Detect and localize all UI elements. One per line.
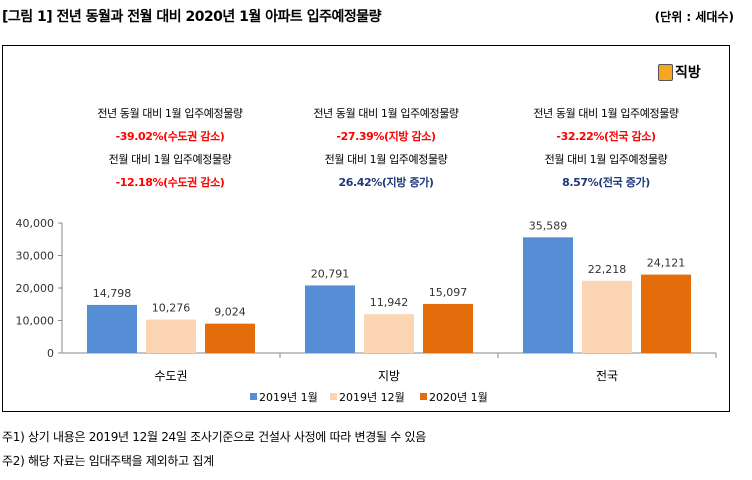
yoy-value: -27.39%(지방 감소) (336, 130, 436, 143)
annotation-sudogwon: 전년 동월 대비 1월 입주예정물량 -39.02%(수도권 감소) 전월 대비… (60, 108, 280, 200)
legend-label: 2019년 12월 (339, 391, 405, 404)
category-label: 수도권 (154, 369, 187, 383)
yoy-value: -39.02%(수도권 감소) (115, 130, 225, 143)
annotation-jibang: 전년 동월 대비 1월 입주예정물량 -27.39%(지방 감소) 전월 대비 … (276, 108, 496, 200)
footnote-1: 주1) 상기 내용은 2019년 12월 24일 조사기준으로 건설사 사정에 … (2, 430, 427, 444)
y-tick-label: 40,000 (16, 217, 55, 230)
bar (364, 314, 414, 353)
yoy-value: -32.22%(전국 감소) (556, 130, 656, 143)
footnote-2: 주2) 해당 자료는 임대주택을 제외하고 집계 (2, 454, 214, 468)
chart-frame (2, 45, 730, 412)
mom-value: -12.18%(수도권 감소) (115, 176, 225, 189)
y-tick-label: 10,000 (16, 315, 55, 328)
bar (523, 237, 573, 353)
data-label: 35,589 (529, 219, 568, 232)
data-label: 15,097 (429, 286, 468, 299)
logo: 직방 (658, 62, 701, 82)
yoy-label: 전년 동월 대비 1월 입주예정물량 (97, 107, 243, 120)
data-label: 22,218 (588, 263, 627, 276)
data-label: 10,276 (152, 302, 191, 315)
bar (146, 319, 196, 353)
data-label: 14,798 (93, 287, 132, 300)
y-tick-label: 20,000 (16, 282, 55, 295)
bar (641, 274, 691, 353)
mom-label: 전월 대비 1월 입주예정물량 (324, 153, 448, 166)
bar (305, 285, 355, 353)
mom-value: 26.42%(지방 증가) (338, 176, 434, 189)
figure-title: [그림 1] 전년 동월과 전월 대비 2020년 1월 아파트 입주예정물량 (2, 9, 381, 25)
data-label: 11,942 (370, 296, 409, 309)
data-label: 24,121 (647, 257, 686, 270)
legend-label: 2019년 1월 (259, 391, 318, 404)
y-tick-label: 0 (47, 347, 54, 360)
legend-swatch (250, 393, 257, 400)
data-label: 9,024 (214, 306, 246, 319)
mom-value: 8.57%(전국 증가) (562, 176, 650, 189)
legend-label: 2020년 1월 (429, 391, 488, 404)
category-label: 전국 (596, 369, 618, 383)
bar (582, 280, 632, 353)
yoy-label: 전년 동월 대비 1월 입주예정물량 (313, 107, 459, 120)
logo-text: 직방 (675, 65, 701, 81)
bar (205, 323, 255, 353)
yoy-label: 전년 동월 대비 1월 입주예정물량 (533, 107, 679, 120)
bar (423, 303, 473, 353)
annotation-jeonguk: 전년 동월 대비 1월 입주예정물량 -32.22%(전국 감소) 전월 대비 … (496, 108, 716, 200)
unit-label: (단위 : 세대수) (654, 10, 734, 24)
data-label: 20,791 (311, 267, 350, 280)
house-icon (658, 63, 673, 81)
y-tick-label: 30,000 (16, 250, 55, 263)
bar (87, 304, 137, 353)
mom-label: 전월 대비 1월 입주예정물량 (544, 153, 668, 166)
category-label: 지방 (378, 369, 400, 383)
legend-swatch (420, 393, 427, 400)
mom-label: 전월 대비 1월 입주예정물량 (108, 153, 232, 166)
legend-swatch (330, 393, 337, 400)
